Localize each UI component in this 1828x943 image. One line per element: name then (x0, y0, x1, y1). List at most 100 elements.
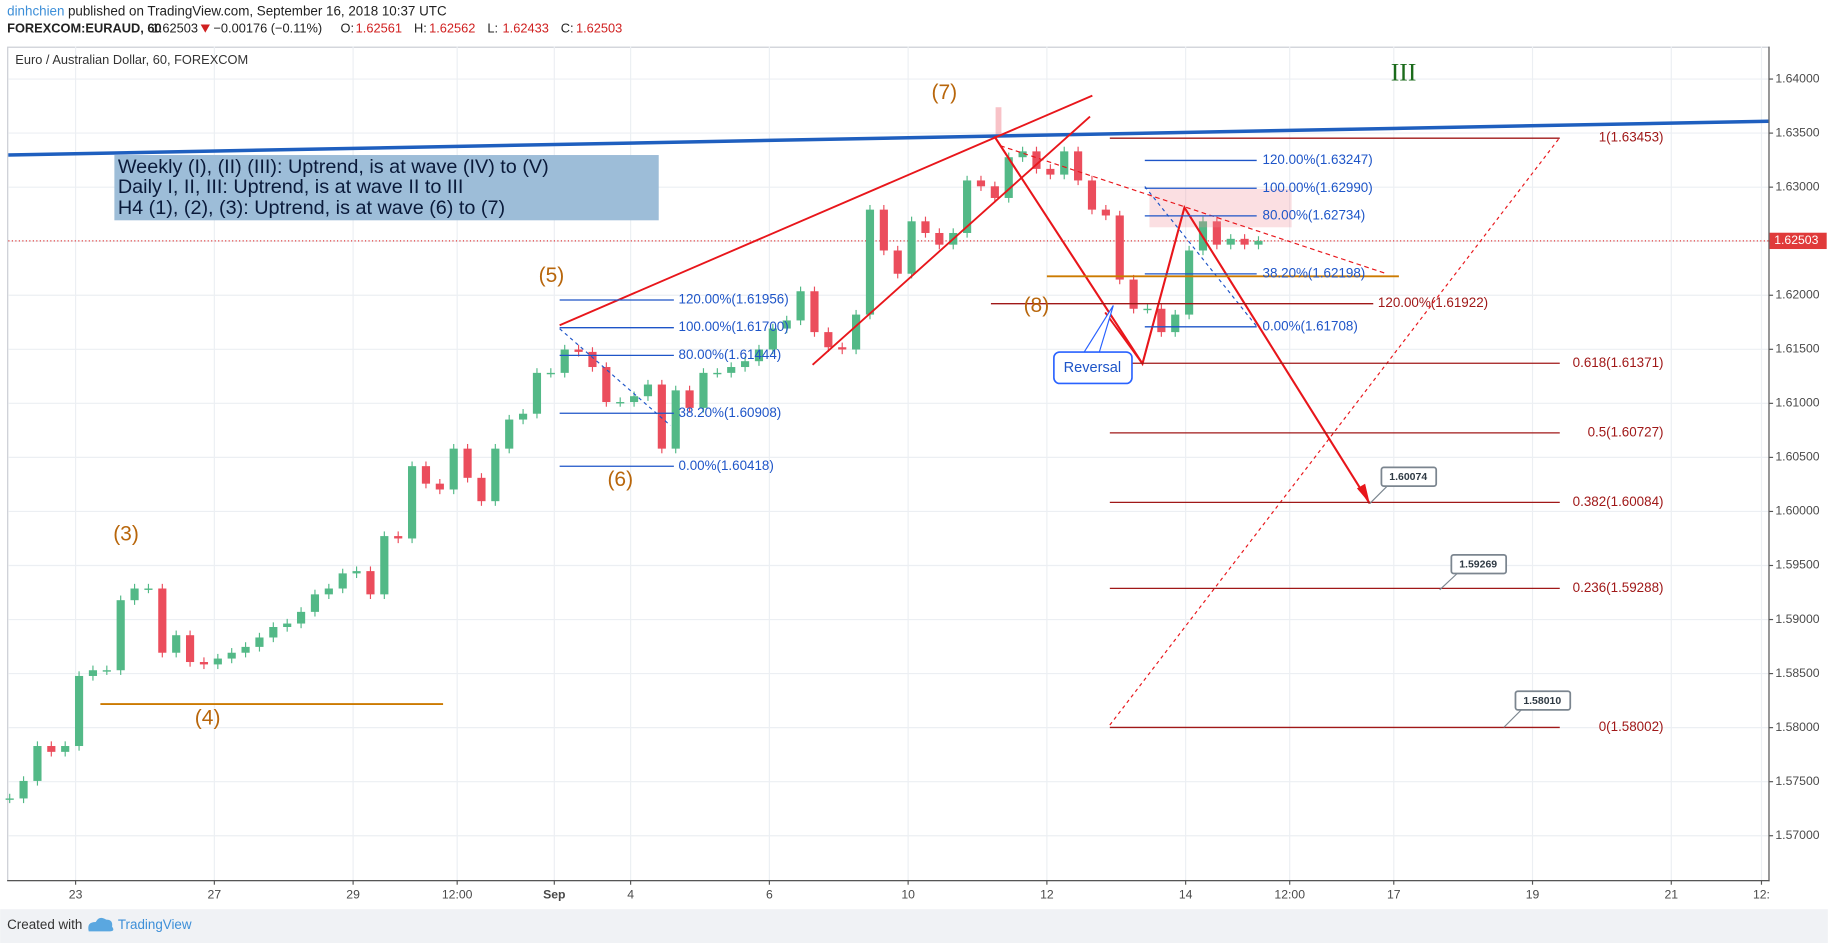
candle (810, 291, 819, 333)
callout-label: 1.59269 (1459, 560, 1497, 571)
x-tick-label: 4 (627, 887, 634, 901)
x-tick-label: 23 (69, 887, 83, 901)
fib-label: 80.00%(1.61444) (679, 347, 782, 362)
candle (172, 635, 181, 653)
fib-label: 0.618(1.61371) (1573, 355, 1664, 370)
note-line: Daily I, II, III: Uptrend, is at wave II… (118, 176, 463, 198)
x-tick-label: 12:00 (1274, 887, 1305, 901)
y-tick-label: 1.57500 (1775, 774, 1819, 788)
candle (102, 670, 111, 672)
candle (366, 571, 375, 595)
fib-label: 100.00%(1.61700) (679, 319, 789, 334)
x-tick-label: 6 (766, 887, 773, 901)
candle (5, 798, 14, 800)
wedge-lower (811, 115, 1091, 366)
ohlc-value: 1.62561 (356, 21, 402, 36)
ohlc-key: C: (561, 21, 574, 36)
candle (1060, 151, 1069, 175)
candle (1129, 279, 1138, 309)
y-tick-label: 1.61000 (1775, 396, 1819, 410)
chart-legend: Euro / Australian Dollar, 60, FOREXCOM (15, 52, 248, 67)
candle (158, 588, 167, 653)
candle (699, 372, 708, 408)
candle (324, 588, 333, 595)
x-tick-label: 27 (208, 887, 222, 901)
y-tick-label: 1.64000 (1775, 71, 1819, 85)
x-tick-label: 14 (1179, 887, 1193, 901)
wave-label: (4) (195, 707, 221, 730)
x-tick-label: 19 (1526, 887, 1540, 901)
candle (283, 623, 292, 627)
wave-label: (6) (607, 468, 633, 491)
candle (421, 466, 431, 484)
x-tick-label: 12: (1753, 887, 1770, 901)
candle (505, 419, 514, 449)
candle (907, 221, 916, 274)
x-tick-label: Sep (543, 887, 565, 901)
candle (935, 232, 944, 245)
ohlc-key: L: (487, 21, 498, 36)
ohlc-key: O: (341, 21, 355, 36)
fib-levels: 120.00%(1.61956) 100.00%(1.61700) 80.00%(1… (559, 130, 1664, 734)
wave-label: (8) (1024, 294, 1050, 317)
fib-label: 0.00%(1.60418) (679, 458, 774, 473)
candle (976, 180, 986, 187)
author[interactable]: dinhchien (7, 3, 64, 18)
fib-label: 0.00%(1.61708) (1263, 318, 1358, 333)
y-tick-label: 1.60000 (1775, 504, 1819, 518)
candle (269, 626, 278, 638)
x-tick-label: 12:00 (442, 887, 473, 901)
candle (296, 611, 306, 624)
candle (74, 675, 84, 747)
candle (879, 209, 888, 251)
candle (754, 349, 764, 362)
candle (1046, 168, 1055, 175)
candle (852, 314, 861, 350)
y-tick-label: 1.59500 (1775, 558, 1819, 572)
candle (546, 372, 555, 375)
candle (741, 361, 750, 368)
candle (865, 209, 875, 315)
y-tick-label: 1.58500 (1775, 666, 1819, 680)
candle (477, 477, 486, 502)
candle (727, 367, 736, 373)
candle (1171, 314, 1180, 333)
projection-path (993, 135, 1371, 505)
dashed-line (1000, 145, 1388, 275)
drawings (8, 94, 1769, 726)
ohlc-value: 1.62562 (429, 21, 475, 36)
candle (33, 746, 42, 781)
ohlc-key: H: (414, 21, 427, 36)
candle (560, 349, 569, 373)
fib-label: 0.236(1.59288) (1573, 580, 1664, 595)
footer-brand[interactable]: TradingView (118, 917, 192, 932)
fib-label: 1(1.63453) (1599, 130, 1664, 145)
candle (657, 384, 666, 449)
ohlc-value: 1.62503 (576, 21, 622, 36)
candle (199, 662, 209, 665)
candle (768, 328, 777, 350)
candle (893, 250, 902, 274)
down-arrow (200, 24, 210, 33)
fib-label: 80.00%(1.62734) (1263, 207, 1366, 222)
y-tick-label: 1.59000 (1775, 612, 1819, 626)
candle (1115, 215, 1124, 280)
candle (588, 351, 597, 368)
y-tick-label: 1.62000 (1775, 287, 1819, 301)
candle (643, 384, 653, 397)
candle (213, 658, 222, 665)
y-tick-label: 1.57000 (1775, 828, 1819, 842)
candle (88, 670, 98, 676)
x-tick-label: 12 (1040, 887, 1054, 901)
header-line: dinhchien published on TradingView.com, S… (7, 3, 447, 18)
candle (1185, 250, 1194, 315)
candle (241, 646, 250, 653)
fib-label: 120.00%(1.61956) (679, 292, 789, 307)
x-tick-label: 21 (1664, 887, 1678, 901)
x-tick-label: 10 (901, 887, 915, 901)
candle (963, 180, 972, 233)
candle (380, 536, 389, 595)
note-box (114, 155, 659, 221)
y-tick-label: 1.63000 (1775, 179, 1819, 193)
